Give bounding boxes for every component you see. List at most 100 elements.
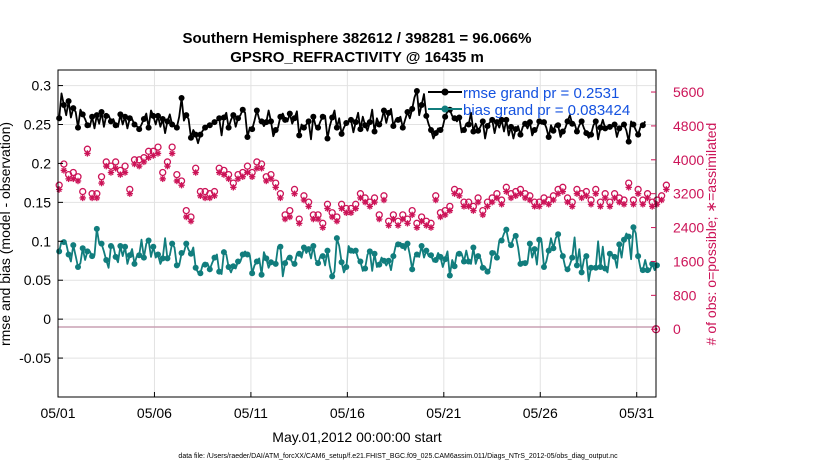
rmse-point bbox=[84, 122, 91, 129]
x-axis: 05/01 05/06 05/11 05/16 05/21 05/26 05/31 bbox=[40, 392, 654, 421]
rmse-point bbox=[639, 122, 646, 129]
bias-point bbox=[371, 250, 378, 257]
bias-point bbox=[296, 250, 303, 257]
asterisk-stroke bbox=[324, 205, 331, 212]
legend-rmse-marker bbox=[441, 88, 449, 96]
y-right-tick-label: 4800 bbox=[673, 118, 704, 134]
asterisk-stroke bbox=[112, 165, 119, 171]
bias-point bbox=[150, 243, 157, 250]
y-left-tick-label: 0.15 bbox=[24, 194, 51, 210]
rmse-point bbox=[93, 112, 100, 119]
rmse-point bbox=[239, 106, 246, 113]
asterisk-stroke bbox=[197, 193, 204, 199]
obs-assimilated-point bbox=[441, 211, 449, 219]
bias-point bbox=[489, 249, 496, 256]
asterisk-stroke bbox=[155, 150, 161, 157]
obs-assimilated-point bbox=[456, 192, 463, 200]
bias-point bbox=[630, 224, 637, 231]
asterisk-stroke bbox=[310, 216, 317, 222]
bias-point bbox=[592, 264, 599, 271]
legend-bias-marker bbox=[441, 105, 449, 113]
rmse-point bbox=[564, 118, 571, 125]
obs-assimilated-point bbox=[361, 198, 369, 206]
obs-assimilated-point bbox=[634, 190, 642, 197]
obs-assimilated-point bbox=[150, 152, 157, 159]
obs-possible-point bbox=[243, 162, 252, 170]
bias-point bbox=[470, 244, 477, 251]
asterisk-stroke bbox=[131, 161, 138, 167]
obs-assimilated-point bbox=[517, 190, 524, 197]
bias-point bbox=[155, 251, 162, 258]
bias-point bbox=[446, 272, 453, 279]
asterisk-stroke bbox=[89, 195, 95, 201]
bias-point bbox=[211, 254, 218, 261]
bias-point bbox=[531, 246, 538, 253]
bias-point bbox=[437, 253, 444, 260]
rmse-point bbox=[390, 123, 397, 130]
bias-point bbox=[319, 253, 326, 260]
bias-point bbox=[644, 267, 651, 274]
rmse-point bbox=[522, 120, 529, 127]
rmse-point bbox=[413, 88, 420, 95]
bias-point bbox=[75, 263, 82, 270]
asterisk-stroke bbox=[277, 195, 284, 201]
bias-point bbox=[159, 255, 166, 262]
asterisk-stroke bbox=[569, 203, 575, 210]
rmse-point bbox=[597, 124, 604, 131]
asterisk-stroke bbox=[141, 159, 147, 165]
rmse-point bbox=[442, 113, 449, 120]
bias-point bbox=[258, 271, 265, 278]
bias-point bbox=[602, 265, 609, 272]
bias-point bbox=[649, 260, 656, 267]
asterisk-stroke bbox=[338, 205, 345, 212]
obs-possible-point bbox=[112, 158, 120, 166]
asterisk-stroke bbox=[663, 186, 670, 193]
obs-assimilated-point bbox=[427, 224, 435, 231]
rmse-series bbox=[56, 88, 646, 145]
rmse-point bbox=[183, 112, 190, 119]
asterisk-stroke bbox=[513, 193, 519, 199]
rmse-point bbox=[348, 116, 355, 123]
asterisk-stroke bbox=[188, 218, 194, 224]
asterisk-stroke bbox=[282, 216, 288, 222]
obs-assimilated-series bbox=[55, 150, 670, 334]
bias-point bbox=[409, 266, 416, 273]
obs-assimilated-point bbox=[145, 154, 152, 161]
rmse-point bbox=[206, 122, 213, 129]
obs-assimilated-point bbox=[493, 194, 501, 202]
bias-point bbox=[117, 242, 124, 249]
obs-possible-point bbox=[60, 160, 68, 168]
y-left-tick-label: 0.2 bbox=[32, 155, 52, 171]
bias-point bbox=[79, 245, 86, 252]
asterisk-stroke bbox=[216, 169, 222, 176]
bias-point bbox=[300, 244, 307, 251]
y-left-tick-label: 0.3 bbox=[32, 78, 52, 94]
asterisk-stroke bbox=[192, 169, 199, 176]
asterisk-stroke bbox=[560, 188, 566, 195]
y-left-tick-label: 0 bbox=[43, 311, 51, 327]
rmse-point bbox=[211, 119, 218, 126]
rmse-point bbox=[60, 102, 67, 109]
rmse-point bbox=[460, 126, 467, 133]
rmse-point bbox=[56, 115, 63, 122]
asterisk-stroke bbox=[287, 214, 293, 220]
obs-assimilated-point bbox=[324, 205, 331, 212]
rmse-point bbox=[573, 128, 580, 135]
obs-assimilated-point bbox=[658, 196, 665, 204]
obs-possible-point bbox=[69, 168, 77, 177]
obs-assimilated-point bbox=[371, 198, 378, 206]
obs-assimilated-point bbox=[446, 207, 454, 214]
asterisk-stroke bbox=[400, 216, 406, 222]
obs-assimilated-point bbox=[126, 190, 133, 197]
bias-point bbox=[442, 256, 449, 263]
bias-point bbox=[93, 225, 100, 232]
obs-assimilated-point bbox=[98, 179, 105, 187]
asterisk-stroke bbox=[607, 203, 613, 210]
bias-point bbox=[70, 242, 77, 249]
rmse-point bbox=[220, 114, 227, 121]
bias-point bbox=[263, 255, 270, 262]
rmse-point bbox=[140, 116, 147, 123]
obs-assimilated-point bbox=[507, 194, 515, 202]
bias-point bbox=[498, 237, 505, 244]
